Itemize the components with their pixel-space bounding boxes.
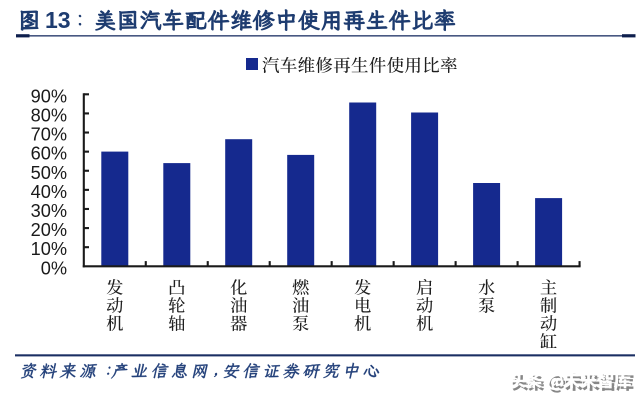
svg-text:70%: 70% <box>31 125 67 145</box>
svg-text:40%: 40% <box>31 182 67 202</box>
svg-text:60%: 60% <box>31 144 67 164</box>
svg-text:90%: 90% <box>31 86 67 106</box>
svg-text:13: 13 <box>45 7 71 33</box>
svg-text:0%: 0% <box>41 258 67 278</box>
svg-text:80%: 80% <box>31 105 67 125</box>
svg-text:50%: 50% <box>31 163 67 183</box>
svg-text:30%: 30% <box>31 201 67 221</box>
svg-text:20%: 20% <box>31 220 67 240</box>
svg-text:10%: 10% <box>31 239 67 259</box>
